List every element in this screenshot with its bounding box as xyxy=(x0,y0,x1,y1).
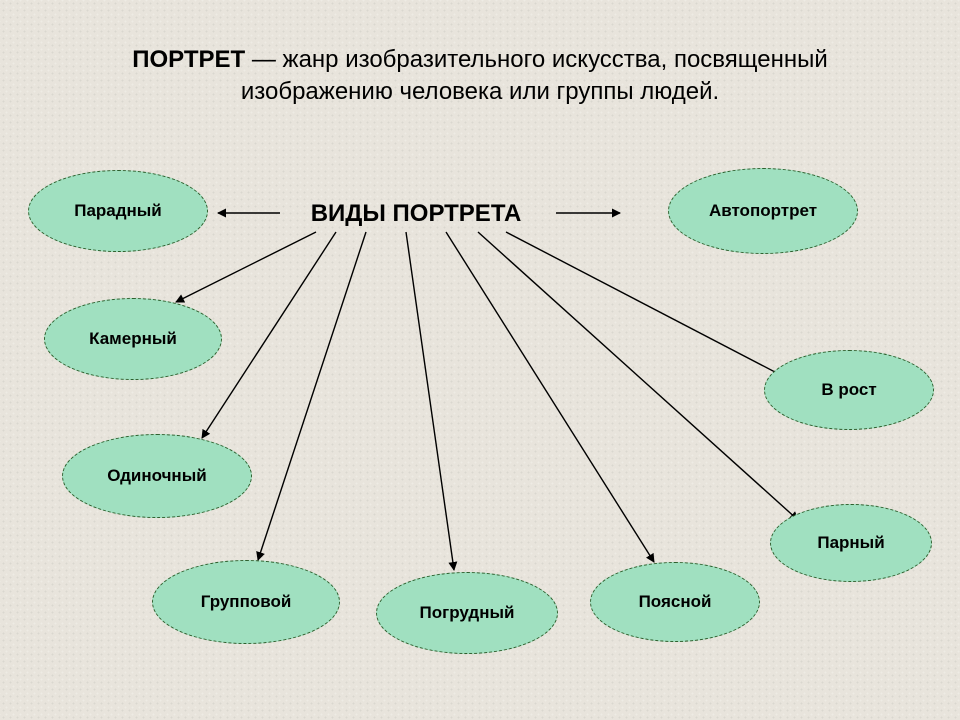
node-label: Парадный xyxy=(74,201,162,221)
node-parny: Парный xyxy=(770,504,932,582)
node-label: Поясной xyxy=(639,592,712,612)
node-label: Погрудный xyxy=(420,603,515,623)
arrow-line xyxy=(258,232,366,560)
node-label: В рост xyxy=(821,380,876,400)
node-avtoport: Автопортрет xyxy=(668,168,858,254)
arrow-line xyxy=(446,232,654,562)
node-poyasnoi: Поясной xyxy=(590,562,760,642)
arrow-line xyxy=(506,232,798,384)
arrow-line xyxy=(202,232,336,438)
node-pogrudny: Погрудный xyxy=(376,572,558,654)
arrow-line xyxy=(478,232,798,520)
page-title: ПОРТРЕТ — жанр изобразительного искусств… xyxy=(70,44,890,109)
node-label: Камерный xyxy=(89,329,177,349)
node-vrost: В рост xyxy=(764,350,934,430)
node-paradny: Парадный xyxy=(28,170,208,252)
hub-label: ВИДЫ ПОРТРЕТА xyxy=(286,200,546,228)
node-label: Парный xyxy=(817,533,884,553)
node-gruppovoi: Групповой xyxy=(152,560,340,644)
node-kamerny: Камерный xyxy=(44,298,222,380)
node-label: Автопортрет xyxy=(709,201,817,221)
title-rest: — жанр изобразительного искусства, посвя… xyxy=(241,46,828,105)
node-label: Групповой xyxy=(201,592,292,612)
arrow-line xyxy=(406,232,454,570)
arrow-line xyxy=(176,232,316,302)
title-strong: ПОРТРЕТ xyxy=(132,46,245,73)
node-odinochny: Одиночный xyxy=(62,434,252,518)
node-label: Одиночный xyxy=(107,466,206,486)
